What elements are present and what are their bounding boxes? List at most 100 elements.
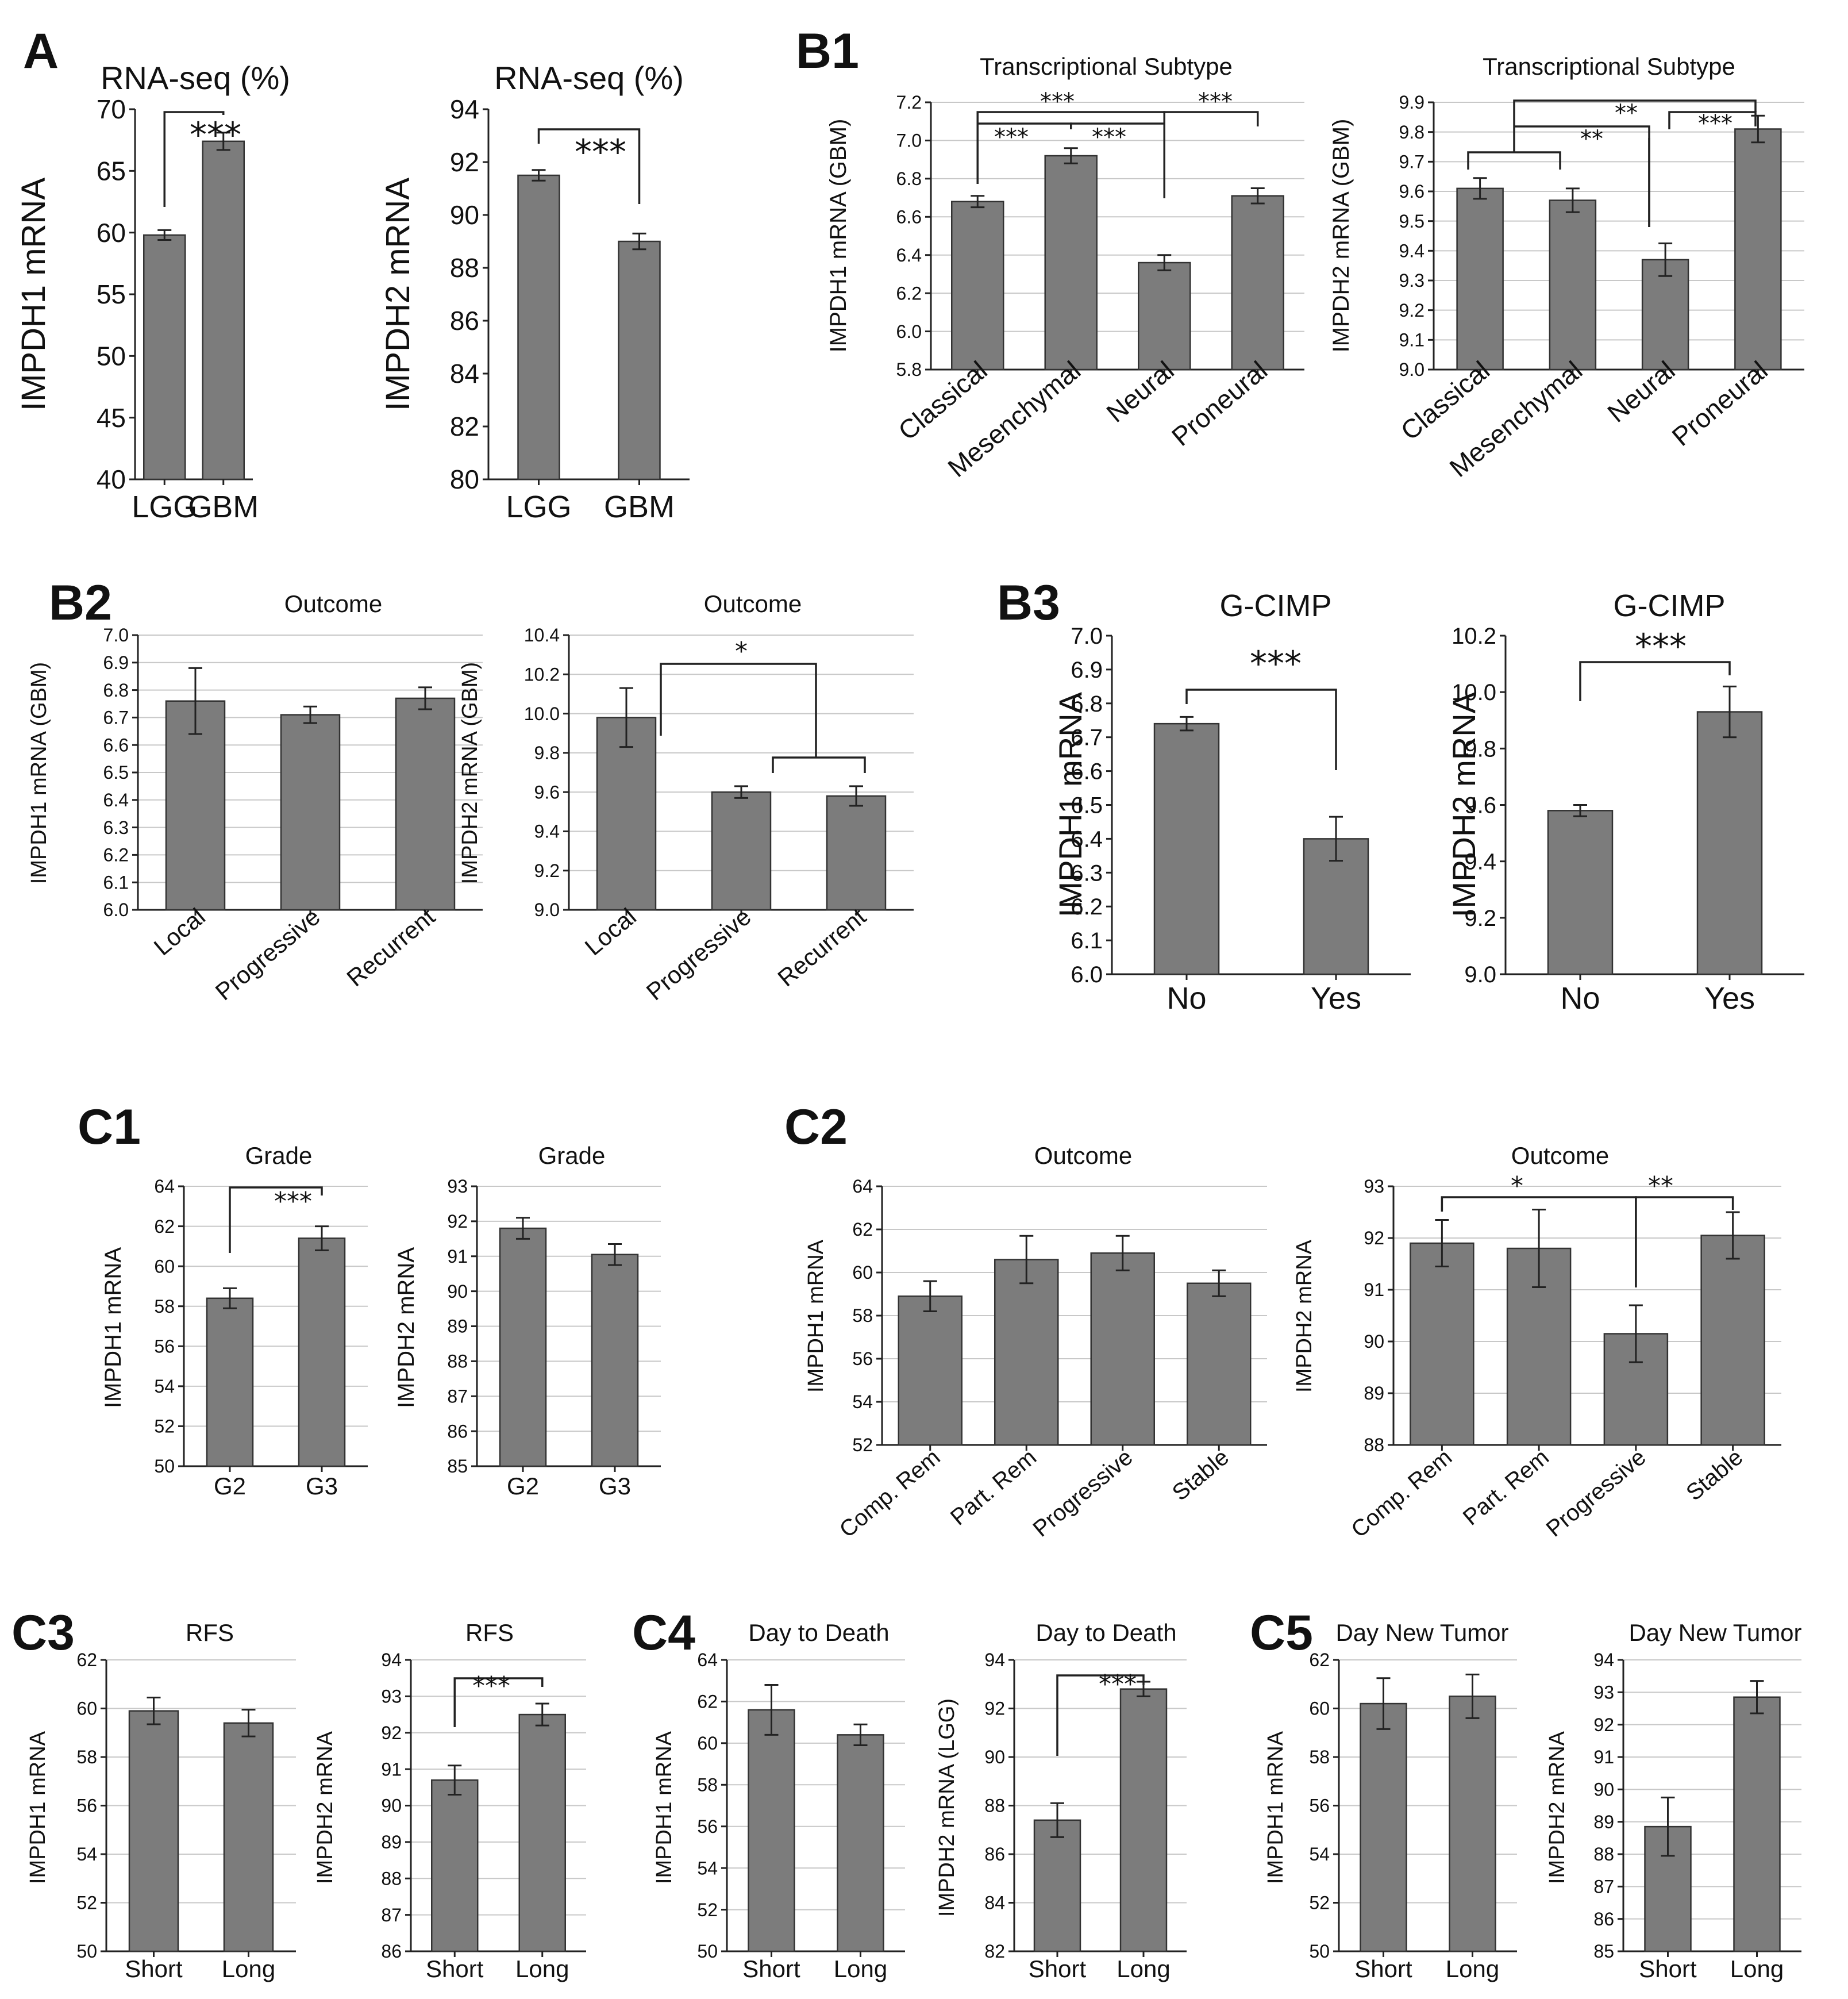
y-tick-label: 58 xyxy=(1309,1747,1330,1767)
x-tick-label: Local xyxy=(149,903,210,961)
significance-label: ** xyxy=(1648,1171,1673,1201)
x-tick-label: No xyxy=(1166,981,1206,1016)
bar xyxy=(1119,1688,1168,1952)
y-tick-label: 58 xyxy=(76,1747,97,1767)
chart-a2: 80 82 84 86 88 90 92 94 LGG GBM RNA-seq (%) IMPDH2 … xyxy=(379,60,690,524)
y-tick-label: 92 xyxy=(1364,1228,1384,1248)
chart-c3b: 86 87 88 89 90 91 92 93 94 Short Long RFS IMPDH2 mRN… xyxy=(313,1619,586,1982)
y-axis-label: IMPDH1 mRNA (GBM) xyxy=(27,662,51,884)
bar xyxy=(1090,1252,1155,1446)
y-tick-label: 9.0 xyxy=(1399,359,1424,380)
bar xyxy=(223,1722,274,1952)
x-tick-label: Short xyxy=(426,1955,484,1982)
y-axis-label: IMPDH1 mRNA xyxy=(26,1731,50,1884)
y-axis-label: IMPDH1 mRNA xyxy=(1052,691,1088,917)
bar xyxy=(1410,1242,1474,1446)
y-tick-label: 9.2 xyxy=(1464,906,1496,931)
y-tick-label: 50 xyxy=(697,1941,718,1962)
y-tick-label: 92 xyxy=(381,1723,402,1743)
y-tick-label: 64 xyxy=(852,1176,873,1197)
chart-title: Day to Death xyxy=(748,1619,889,1646)
y-tick-label: 6.1 xyxy=(1071,928,1103,954)
panel-label-c5: C5 xyxy=(1250,1605,1313,1660)
y-tick-label: 58 xyxy=(852,1305,873,1326)
y-tick-label: 86 xyxy=(381,1941,402,1962)
y-tick-label: 9.3 xyxy=(1399,270,1424,291)
x-tick-label: GBM xyxy=(188,490,259,524)
significance-bracket xyxy=(453,1677,544,1727)
y-tick-label: 6.0 xyxy=(896,321,922,342)
chart-title: G-CIMP xyxy=(1220,589,1332,623)
significance-bracket xyxy=(1467,151,1561,170)
bar xyxy=(1187,1282,1252,1446)
significance-label: *** xyxy=(1040,89,1075,115)
bar xyxy=(143,234,186,480)
bar xyxy=(1547,810,1614,975)
chart-title: RNA-seq (%) xyxy=(101,60,290,96)
y-tick-label: 9.8 xyxy=(1399,122,1424,143)
y-tick-label: 84 xyxy=(450,359,479,389)
bar xyxy=(951,201,1004,371)
chart-c4b: 82 84 86 88 90 92 94 Short Long Day to Death IMPDH… xyxy=(935,1619,1187,1982)
chart-title: RNA-seq (%) xyxy=(494,60,684,96)
x-tick-label: LGG xyxy=(132,490,197,524)
bar xyxy=(711,791,772,911)
significance-label: *** xyxy=(994,124,1029,151)
bar xyxy=(298,1237,346,1467)
x-tick-label: Progressive xyxy=(210,903,325,1006)
bar xyxy=(202,140,245,480)
y-tick-label: 52 xyxy=(852,1435,873,1455)
y-tick-label: 88 xyxy=(381,1868,402,1889)
bar xyxy=(1231,195,1284,371)
x-tick-label: Part. Rem xyxy=(1458,1444,1554,1530)
y-tick-label: 85 xyxy=(1593,1941,1614,1962)
x-tick-label: GBM xyxy=(604,490,675,524)
y-tick-label: 9.4 xyxy=(1399,241,1424,262)
y-tick-label: 88 xyxy=(1593,1844,1614,1865)
y-tick-label: 6.4 xyxy=(103,790,129,810)
panel-label-c1: C1 xyxy=(78,1100,141,1155)
x-tick-label: Progressive xyxy=(1028,1444,1137,1541)
y-tick-label: 82 xyxy=(984,1941,1005,1962)
y-tick-label: 89 xyxy=(1364,1383,1384,1404)
y-tick-label: 7.0 xyxy=(103,625,129,645)
y-tick-label: 92 xyxy=(984,1698,1005,1719)
y-axis-label: IMPDH2 mRNA (GBM) xyxy=(1329,119,1354,353)
bar xyxy=(517,174,560,480)
y-axis-label: IMPDH2 mRNA xyxy=(313,1731,337,1884)
significance-label: ** xyxy=(1615,100,1638,126)
x-tick-label: Long xyxy=(222,1955,275,1982)
y-tick-label: 55 xyxy=(97,279,126,309)
y-axis-label: IMPDH1 mRNA xyxy=(101,1247,126,1408)
y-tick-label: 52 xyxy=(76,1893,97,1913)
y-tick-label: 91 xyxy=(447,1246,468,1267)
y-tick-label: 50 xyxy=(76,1941,97,1962)
y-tick-label: 58 xyxy=(697,1774,718,1795)
y-axis-label: IMPDH2 mRNA xyxy=(379,178,417,411)
significance-bracket xyxy=(537,128,641,204)
y-tick-label: 9.2 xyxy=(1399,300,1424,321)
x-tick-label: G3 xyxy=(306,1473,338,1500)
chart-title: Outcome xyxy=(1511,1142,1609,1169)
y-tick-label: 6.6 xyxy=(1071,759,1103,785)
y-tick-label: 52 xyxy=(1309,1893,1330,1913)
chart-title: RFS xyxy=(186,1619,234,1646)
y-tick-label: 10.2 xyxy=(1452,624,1496,649)
y-tick-label: 54 xyxy=(697,1858,718,1878)
y-tick-label: 88 xyxy=(984,1796,1005,1816)
chart-c2a: 52 54 56 58 60 62 64 Comp. Rem Part. RemProgress… xyxy=(804,1142,1267,1543)
y-tick-label: 89 xyxy=(1593,1812,1614,1832)
bar xyxy=(618,240,661,480)
y-tick-label: 9.6 xyxy=(1399,181,1424,202)
y-tick-label: 6.4 xyxy=(896,245,922,266)
y-tick-label: 7.0 xyxy=(896,130,922,151)
bar xyxy=(206,1297,254,1467)
significance-bracket xyxy=(1056,1674,1145,1756)
y-tick-label: 86 xyxy=(1593,1909,1614,1929)
x-tick-label: LGG xyxy=(506,490,571,524)
y-tick-label: 93 xyxy=(381,1686,402,1707)
y-tick-label: 94 xyxy=(984,1650,1005,1670)
y-tick-label: 62 xyxy=(697,1692,718,1712)
bar xyxy=(128,1710,179,1952)
y-tick-label: 80 xyxy=(450,464,479,494)
